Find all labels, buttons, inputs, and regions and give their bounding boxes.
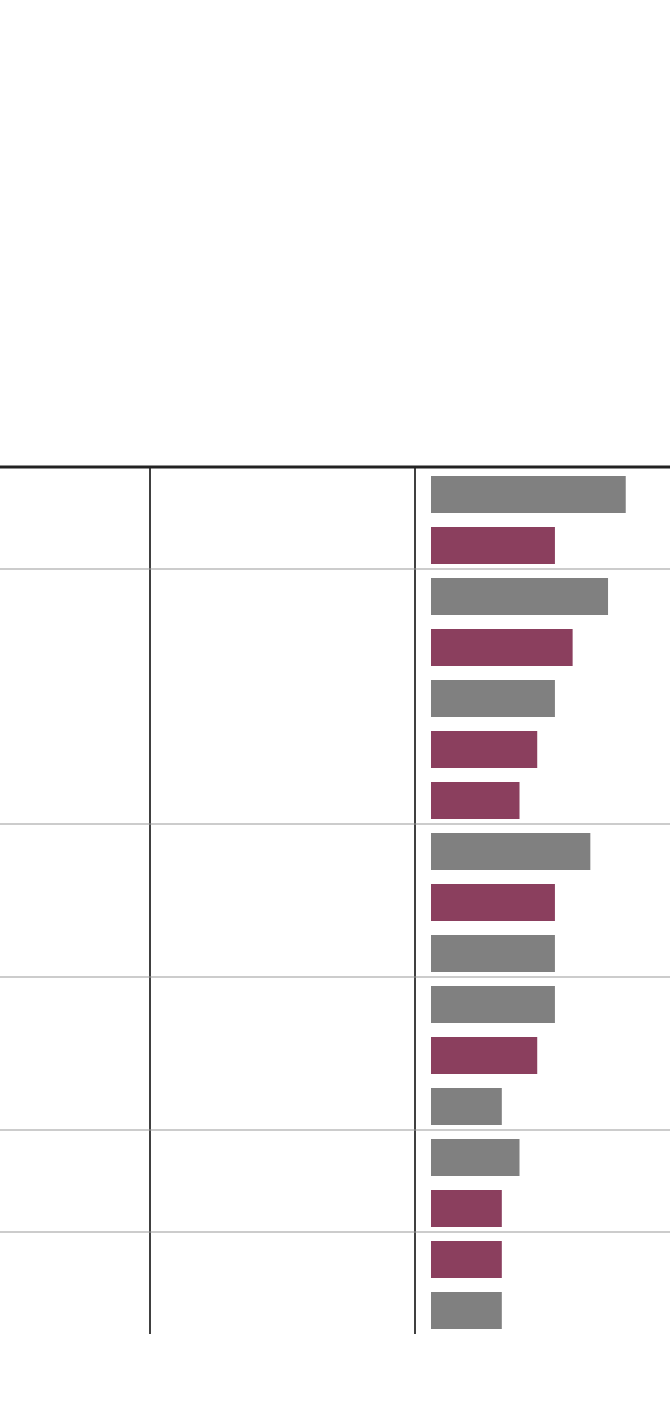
bar: [431, 1241, 502, 1278]
bar: [431, 935, 555, 972]
bar: [431, 782, 520, 819]
bar: [431, 1139, 520, 1176]
bar: [431, 527, 555, 564]
bar: [431, 884, 555, 921]
bar: [431, 1037, 538, 1074]
bar: [431, 476, 626, 513]
bar: [431, 629, 573, 666]
bar: [431, 731, 538, 768]
bar: [431, 1292, 502, 1329]
bar: [431, 578, 609, 615]
bar: [431, 1088, 502, 1125]
bar: [431, 986, 555, 1023]
bar: [431, 833, 591, 870]
bar: [431, 680, 555, 717]
bar: [431, 1190, 502, 1227]
